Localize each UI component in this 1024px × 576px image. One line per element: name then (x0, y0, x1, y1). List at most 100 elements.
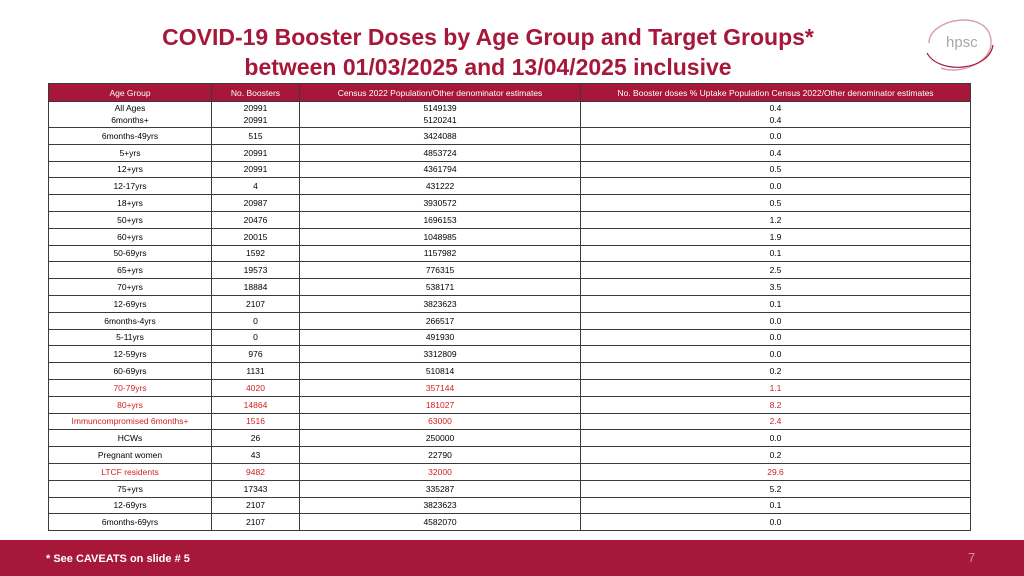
header-no-boosters: No. Boosters (211, 83, 300, 102)
cell-age-group: All Ages (48, 101, 212, 114)
cell-uptake: 8.2 (580, 395, 971, 414)
title-line-2: between 01/03/2025 and 13/04/2025 inclus… (244, 54, 732, 80)
cell-uptake: 0.1 (580, 244, 971, 263)
cell-no-boosters: 976 (211, 345, 300, 364)
cell-no-boosters: 20476 (211, 210, 300, 229)
cell-age-group: 6months-69yrs (48, 513, 212, 532)
cell-population: 1157982 (299, 244, 581, 263)
cell-no-boosters: 1592 (211, 244, 300, 263)
cell-age-group: 12-17yrs (48, 177, 212, 196)
cell-no-boosters: 2107 (211, 496, 300, 515)
cell-population: 22790 (299, 446, 581, 464)
cell-population: 4582070 (299, 513, 581, 532)
cell-age-group: 65+yrs (48, 261, 212, 280)
cell-no-boosters: 515 (211, 127, 300, 145)
cell-population: 3424088 (299, 127, 581, 145)
table-row: 65+yrs 19573 776315 2.5 (48, 261, 971, 280)
table-row: 6months-69yrs 2107 4582070 0.0 (48, 513, 971, 532)
table-row: 12+yrs 20991 4361794 0.5 (48, 160, 971, 179)
table-row: 6months-49yrs 515 3424088 0.0 (48, 127, 971, 145)
footer-bar: * See CAVEATS on slide # 5 7 (0, 540, 1024, 576)
page-number: 7 (968, 550, 976, 565)
cell-population: 357144 (299, 378, 581, 397)
table-row: LTCF residents 9482 32000 29.6 (48, 462, 971, 481)
cell-population: 3312809 (299, 345, 581, 364)
cell-age-group: Pregnant women (48, 446, 212, 464)
table-row: 5+yrs 20991 4853724 0.4 (48, 143, 971, 162)
cell-population: 3823623 (299, 294, 581, 313)
header-population: Census 2022 Population/Other denominator… (299, 83, 581, 102)
table-row: 70-79yrs 4020 357144 1.1 (48, 378, 971, 397)
cell-population: 3823623 (299, 496, 581, 515)
cell-population: 63000 (299, 412, 581, 431)
cell-uptake: 0.2 (580, 446, 971, 464)
cell-no-boosters: 18884 (211, 278, 300, 296)
table-row: HCWs 26 250000 0.0 (48, 429, 971, 448)
table-row: 50+yrs 20476 1696153 1.2 (48, 210, 971, 229)
cell-population: 5149139 (299, 101, 581, 114)
cell-population: 4853724 (299, 143, 581, 162)
table-row: 12-69yrs 2107 3823623 0.1 (48, 294, 971, 313)
cell-population: 5120241 (299, 113, 581, 128)
table-row: 12-59yrs 976 3312809 0.0 (48, 345, 971, 364)
cell-no-boosters: 4020 (211, 378, 300, 397)
cell-population: 491930 (299, 328, 581, 347)
cell-uptake: 1.1 (580, 378, 971, 397)
cell-uptake: 0.4 (580, 143, 971, 162)
cell-no-boosters: 0 (211, 328, 300, 347)
cell-age-group: 75+yrs (48, 479, 212, 498)
table-row: All Ages 20991 5149139 0.4 (48, 101, 971, 114)
cell-age-group: 18+yrs (48, 194, 212, 212)
cell-population: 266517 (299, 311, 581, 330)
cell-uptake: 3.5 (580, 278, 971, 296)
cell-no-boosters: 20991 (211, 101, 300, 114)
table-header-row: Age Group No. Boosters Census 2022 Popul… (48, 83, 971, 102)
cell-no-boosters: 26 (211, 429, 300, 448)
cell-no-boosters: 17343 (211, 479, 300, 498)
cell-population: 32000 (299, 462, 581, 481)
cell-no-boosters: 2107 (211, 294, 300, 313)
cell-uptake: 0.4 (580, 101, 971, 114)
booster-table: Age Group No. Boosters Census 2022 Popul… (48, 83, 971, 532)
table-row: 12-69yrs 2107 3823623 0.1 (48, 496, 971, 515)
cell-population: 4361794 (299, 160, 581, 179)
cell-no-boosters: 20991 (211, 113, 300, 128)
header-uptake: No. Booster doses % Uptake Population Ce… (580, 83, 971, 102)
table-row: 5-11yrs 0 491930 0.0 (48, 328, 971, 347)
cell-uptake: 1.2 (580, 210, 971, 229)
cell-age-group: Immuncompromised 6months+ (48, 412, 212, 431)
cell-uptake: 2.4 (580, 412, 971, 431)
table-row: 70+yrs 18884 538171 3.5 (48, 278, 971, 296)
table-row: Pregnant women 43 22790 0.2 (48, 446, 971, 464)
caveats-note: * See CAVEATS on slide # 5 (46, 553, 190, 565)
cell-no-boosters: 20991 (211, 143, 300, 162)
cell-age-group: 6months-4yrs (48, 311, 212, 330)
cell-age-group: 6months+ (48, 113, 212, 128)
cell-population: 510814 (299, 362, 581, 380)
cell-age-group: 70+yrs (48, 278, 212, 296)
cell-age-group: 70-79yrs (48, 378, 212, 397)
cell-no-boosters: 20987 (211, 194, 300, 212)
table-row: 60-69yrs 1131 510814 0.2 (48, 362, 971, 380)
cell-uptake: 0.0 (580, 345, 971, 364)
table-row: 80+yrs 14864 181027 8.2 (48, 395, 971, 414)
cell-age-group: 6months-49yrs (48, 127, 212, 145)
cell-population: 250000 (299, 429, 581, 448)
hpsc-logo-icon (926, 19, 994, 71)
cell-age-group: 5-11yrs (48, 328, 212, 347)
cell-no-boosters: 9482 (211, 462, 300, 481)
cell-uptake: 0.0 (580, 127, 971, 145)
cell-age-group: 5+yrs (48, 143, 212, 162)
cell-age-group: 12-69yrs (48, 294, 212, 313)
cell-no-boosters: 1516 (211, 412, 300, 431)
cell-age-group: LTCF residents (48, 462, 212, 481)
cell-population: 181027 (299, 395, 581, 414)
cell-uptake: 0.0 (580, 328, 971, 347)
cell-population: 3930572 (299, 194, 581, 212)
cell-uptake: 1.9 (580, 227, 971, 246)
cell-no-boosters: 0 (211, 311, 300, 330)
cell-uptake: 0.0 (580, 513, 971, 532)
cell-uptake: 29.6 (580, 462, 971, 481)
cell-uptake: 0.5 (580, 194, 971, 212)
cell-age-group: 50+yrs (48, 210, 212, 229)
